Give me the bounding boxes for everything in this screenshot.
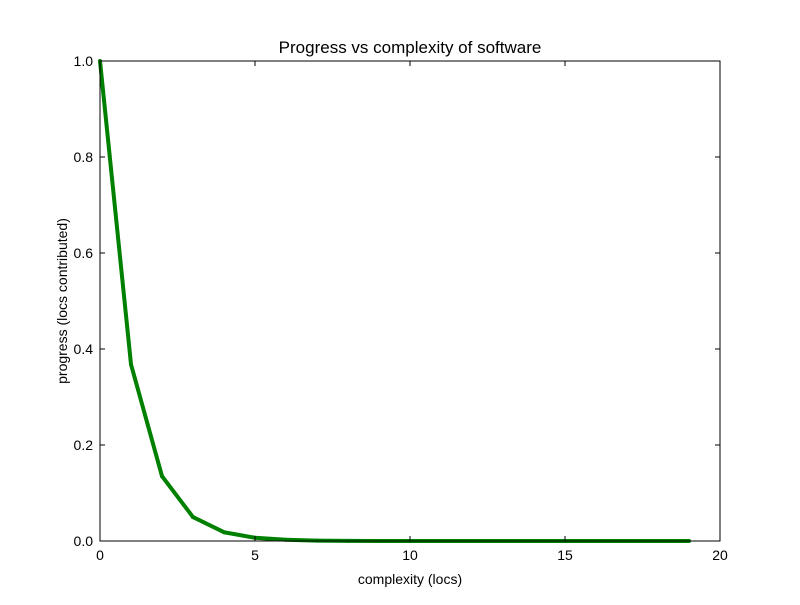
- y-tick-label: 0.6: [74, 245, 94, 261]
- y-tick-label: 0.2: [74, 437, 94, 453]
- data-point: [222, 530, 226, 535]
- y-tick-label: 0.8: [74, 149, 94, 165]
- plot-area: [98, 59, 691, 543]
- x-tick-label: 5: [251, 547, 259, 563]
- y-tick-label: 0.4: [74, 341, 94, 357]
- y-axis-label: progress (locs contributed): [54, 218, 70, 384]
- plot-frame: [99, 60, 721, 542]
- data-point: [191, 515, 195, 520]
- x-tick-label: 10: [402, 547, 418, 563]
- data-point: [129, 362, 133, 367]
- y-tick-label: 1.0: [74, 53, 94, 69]
- x-tick-label: 20: [712, 547, 728, 563]
- series-line-0: [98, 60, 689, 543]
- x-tick-label: 0: [96, 547, 104, 563]
- data-point: [160, 474, 164, 479]
- axis-ticks: 0 5 10 15 20 0.0 0.2 0.4 0.6 0.8 1.0: [74, 53, 728, 563]
- y-tick-label: 0.0: [74, 533, 94, 549]
- chart-title: Progress vs complexity of software: [279, 38, 542, 57]
- x-axis-label: complexity (locs): [358, 571, 462, 587]
- x-tick-label: 15: [557, 547, 573, 563]
